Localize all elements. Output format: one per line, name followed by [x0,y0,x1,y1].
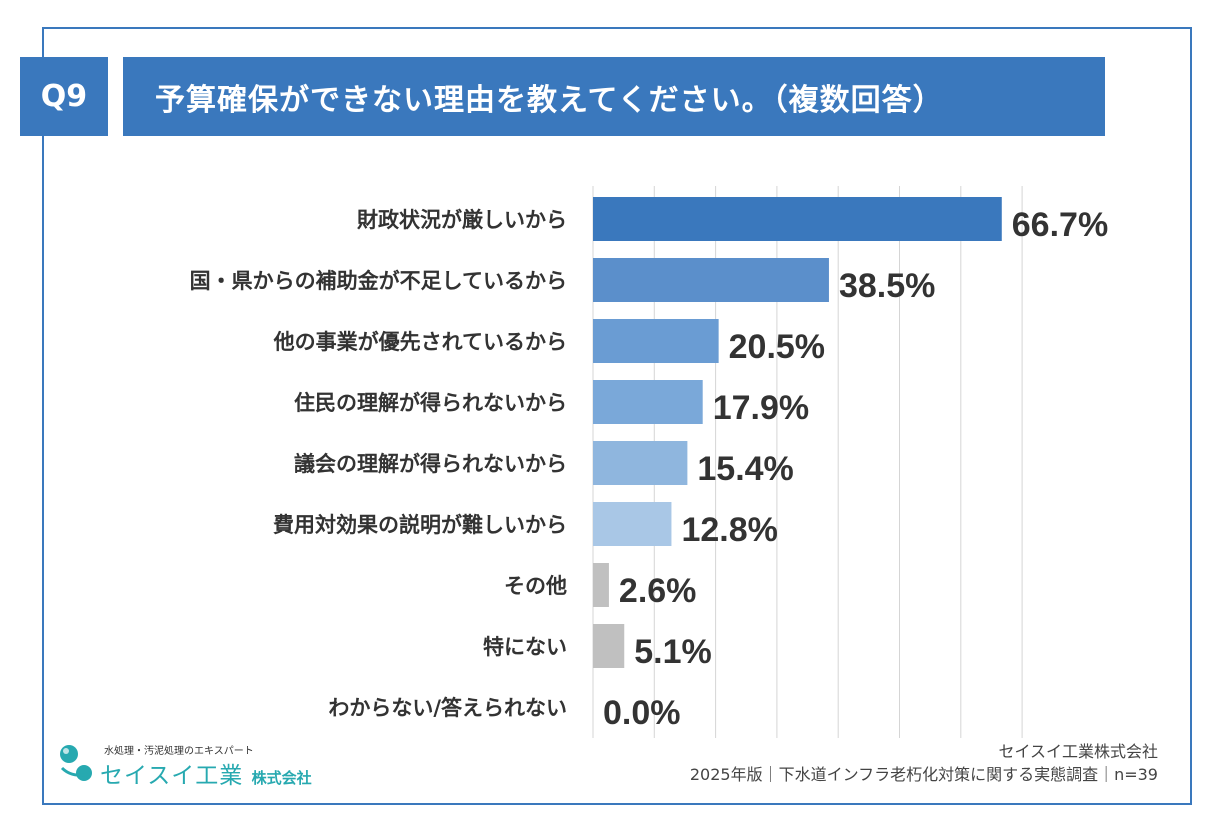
value-label: 0.0% [603,694,681,732]
logo-mark-icon [60,745,92,781]
category-label: 財政状況が厳しいから [357,208,567,232]
credit-source: 2025年版｜下水道インフラ老朽化対策に関する実態調査｜n=39 [689,765,1158,784]
logo-company-name: セイスイ工業 [100,763,244,789]
value-label: 12.8% [681,511,777,549]
source-credit: セイスイ工業株式会社 2025年版｜下水道インフラ老朽化対策に関する実態調査｜n… [690,740,1158,786]
question-number: Q9 [40,79,88,114]
value-label: 2.6% [619,572,697,610]
bar [593,258,829,302]
bar [593,380,703,424]
bar [593,502,672,546]
question-banner: 予算確保ができない理由を教えてください。（複数回答） [123,57,1105,136]
logo-company-suffix: 株式会社 [251,769,312,787]
bar [593,624,625,668]
bar [593,563,609,607]
bar [593,441,688,485]
logo-name: セイスイ工業 株式会社 [100,756,312,790]
category-label: その他 [504,574,567,598]
logo-tagline: 水処理・汚泥処理のエキスパート [104,746,254,757]
bar [593,197,1002,241]
company-logo: 水処理・汚泥処理のエキスパート セイスイ工業 株式会社 [58,740,318,790]
category-label: 国・県からの補助金が不足しているから [190,269,567,293]
value-label: 5.1% [634,633,712,671]
category-label: 他の事業が優先されているから [273,330,567,354]
value-label: 66.7% [1012,206,1108,244]
category-label: 住民の理解が得られないから [294,391,567,415]
category-label: わからない/答えられない [328,696,567,720]
credit-company: セイスイ工業株式会社 [998,742,1158,761]
value-label: 17.9% [713,389,809,427]
value-label: 15.4% [697,450,793,488]
category-label: 議会の理解が得られないから [294,452,567,476]
category-label: 費用対効果の説明が難しいから [273,513,567,537]
value-label: 38.5% [839,267,935,305]
question-number-badge: Q9 [20,57,108,136]
value-label: 20.5% [729,328,825,366]
bar [593,319,719,363]
category-label: 特にない [483,635,567,659]
question-text: 予算確保ができない理由を教えてください。（複数回答） [155,82,944,118]
